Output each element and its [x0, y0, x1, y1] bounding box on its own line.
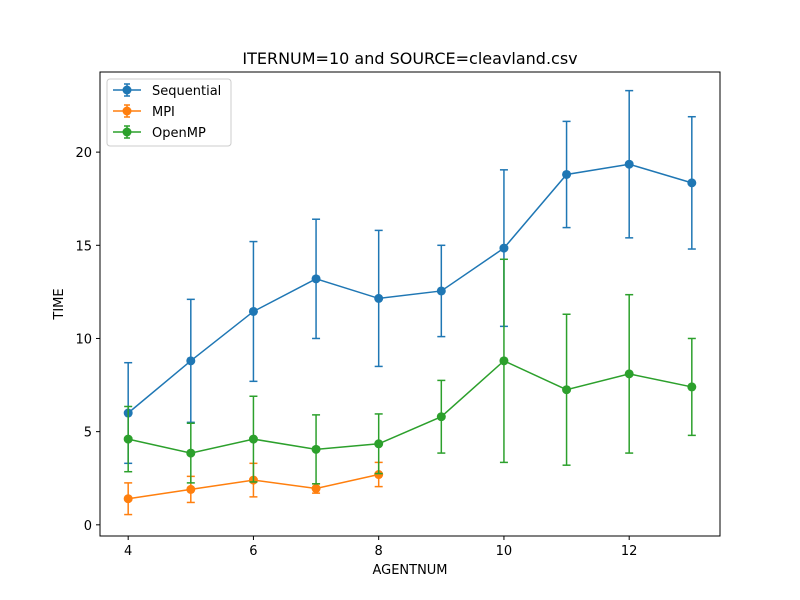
legend-label: Sequential [152, 84, 221, 99]
data-point [248, 306, 258, 316]
x-axis-label: AGENTNUM [372, 563, 447, 578]
series-line [127, 163, 693, 414]
legend-marker [122, 106, 132, 116]
axes: 4 6 8 10 12 0 5 10 15 20 [75, 146, 637, 559]
legend-item: MPI [113, 104, 175, 120]
data-point [311, 274, 321, 284]
legend-label: OpenMP [152, 126, 206, 141]
data-point [562, 169, 572, 179]
x-tick-label: 12 [621, 544, 638, 559]
data-point [562, 385, 572, 395]
plot-area [123, 89, 697, 516]
data-point [186, 448, 196, 458]
data-point [374, 293, 384, 303]
y-tick-label: 5 [84, 426, 92, 441]
series-sequential [123, 89, 697, 465]
y-tick-label: 20 [75, 146, 92, 161]
data-point [311, 444, 321, 454]
chart-title: ITERNUM=10 and SOURCE=cleavland.csv [242, 49, 577, 68]
legend-marker [122, 127, 132, 137]
data-point [499, 243, 509, 253]
data-point [436, 286, 446, 296]
data-point [436, 412, 446, 422]
data-point [311, 483, 321, 493]
series-line [128, 359, 692, 454]
y-tick-label: 0 [84, 519, 92, 534]
legend: Sequential MPI OpenMP [106, 78, 232, 147]
data-point [123, 434, 133, 444]
legend-item: Sequential [113, 83, 221, 99]
x-tick-label: 4 [124, 544, 132, 559]
y-axis-label: TIME [52, 288, 67, 320]
data-point [687, 178, 697, 188]
x-tick-label: 8 [375, 544, 383, 559]
data-point [624, 369, 634, 379]
data-point [499, 356, 509, 366]
series-openmp [123, 258, 697, 485]
legend-item: OpenMP [113, 125, 206, 141]
data-point [248, 434, 258, 444]
data-point [374, 439, 384, 449]
x-tick-label: 10 [496, 544, 513, 559]
legend-marker [122, 85, 132, 95]
legend-box [106, 78, 232, 147]
data-point [186, 484, 196, 494]
y-tick-label: 10 [75, 332, 92, 347]
x-tick-label: 6 [249, 544, 257, 559]
legend-label: MPI [152, 105, 175, 120]
data-point [687, 382, 697, 392]
y-tick-label: 15 [75, 239, 92, 254]
data-point [624, 159, 634, 169]
plot-frame [99, 71, 721, 537]
data-point [123, 494, 133, 504]
data-point [186, 356, 196, 366]
data-point [374, 470, 384, 480]
